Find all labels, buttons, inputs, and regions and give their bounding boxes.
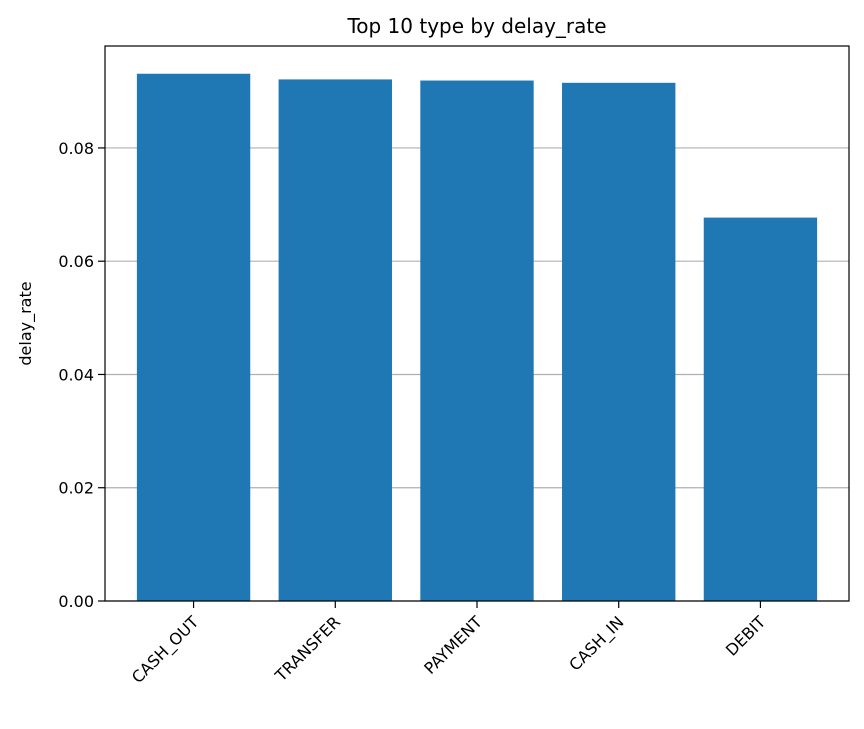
bar-cash-in [562,82,676,602]
y-tick-label: 0.04 [58,365,94,384]
bar-cash-out [136,73,251,601]
y-tick-label: 0.08 [58,139,94,158]
bar-transfer [278,79,392,601]
x-tick-label: CASH_IN [565,612,628,675]
y-tick-label: 0.00 [58,592,94,611]
y-axis-title: delay_rate [16,281,36,365]
bar-debit [703,217,818,602]
x-axis-ticks: CASH_OUT TRANSFER PAYMENT CASH_IN DEBIT [128,601,769,688]
x-tick-label: PAYMENT [420,612,486,678]
y-tick-label: 0.02 [58,479,94,498]
bar-payment [420,80,534,602]
x-tick-label: CASH_OUT [128,612,203,687]
x-tick-label: TRANSFER [271,612,344,685]
bars [136,73,818,602]
chart-title: Top 10 type by delay_rate [346,14,606,38]
y-tick-label: 0.06 [58,252,94,271]
y-axis-ticks: 0.00 0.02 0.04 0.06 0.08 [58,139,105,611]
x-tick-label: DEBIT [722,612,769,659]
